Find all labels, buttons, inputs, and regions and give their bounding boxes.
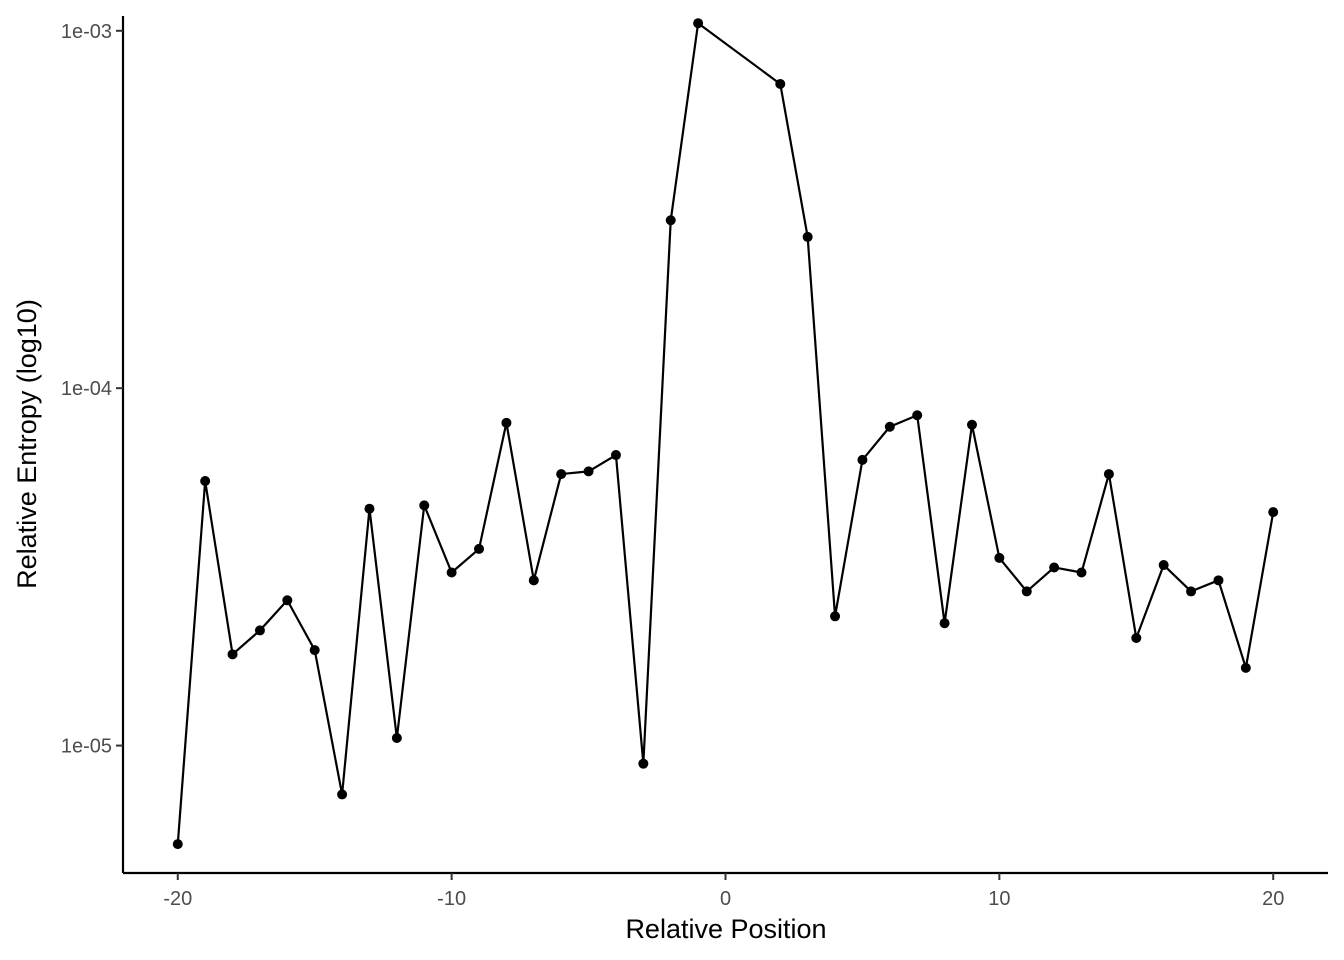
data-point [446, 567, 457, 578]
data-point [474, 543, 485, 554]
data-point [775, 78, 786, 89]
data-point [1240, 662, 1251, 673]
x-tick-label: -20 [163, 888, 192, 910]
data-point [309, 645, 320, 656]
y-tick-label: 1e-05 [61, 736, 112, 758]
data-point [665, 215, 676, 226]
x-tick-label: 20 [1262, 888, 1284, 910]
data-point [1049, 562, 1060, 573]
x-tick-label: -10 [437, 888, 466, 910]
data-point [638, 758, 649, 769]
data-point [966, 419, 977, 430]
y-axis-ticks: 1e-05 1e-04 1e-03 [61, 21, 123, 758]
x-tick-label: 10 [988, 888, 1010, 910]
y-tick-label: 1e-03 [61, 21, 112, 43]
y-tick-label: 1e-04 [61, 378, 112, 400]
data-point [172, 839, 183, 850]
data-point [1268, 507, 1279, 518]
data-point [884, 421, 895, 432]
data-point [282, 595, 293, 606]
data-point [1076, 567, 1087, 578]
data-point [419, 500, 430, 511]
data-point [583, 466, 594, 477]
series-line [176, 22, 1275, 845]
data-point [939, 618, 950, 629]
data-point [802, 231, 813, 242]
x-axis-title: Relative Position [625, 914, 826, 944]
data-point [227, 649, 238, 660]
data-point [501, 417, 512, 428]
data-point [556, 469, 567, 480]
data-point [364, 503, 375, 514]
data-point [1213, 575, 1224, 586]
data-point [1103, 469, 1114, 480]
data-point [337, 789, 348, 800]
data-point [610, 450, 621, 461]
data-point [391, 733, 402, 743]
data-point [912, 410, 923, 421]
data-point [528, 575, 539, 586]
data-point [1158, 560, 1169, 571]
y-axis-title: Relative Entropy (log10) [12, 299, 42, 589]
data-point [857, 454, 868, 465]
data-point [994, 552, 1005, 563]
data-point [830, 611, 841, 622]
data-point [1021, 586, 1032, 597]
plot-area [172, 18, 1279, 850]
x-axis-ticks: -20 -10 0 10 20 [163, 873, 1284, 910]
x-tick-label: 0 [720, 888, 731, 910]
data-point [254, 625, 265, 636]
data-point [200, 475, 211, 486]
data-point [693, 18, 704, 29]
data-point [1131, 632, 1142, 643]
data-point [1186, 586, 1197, 597]
